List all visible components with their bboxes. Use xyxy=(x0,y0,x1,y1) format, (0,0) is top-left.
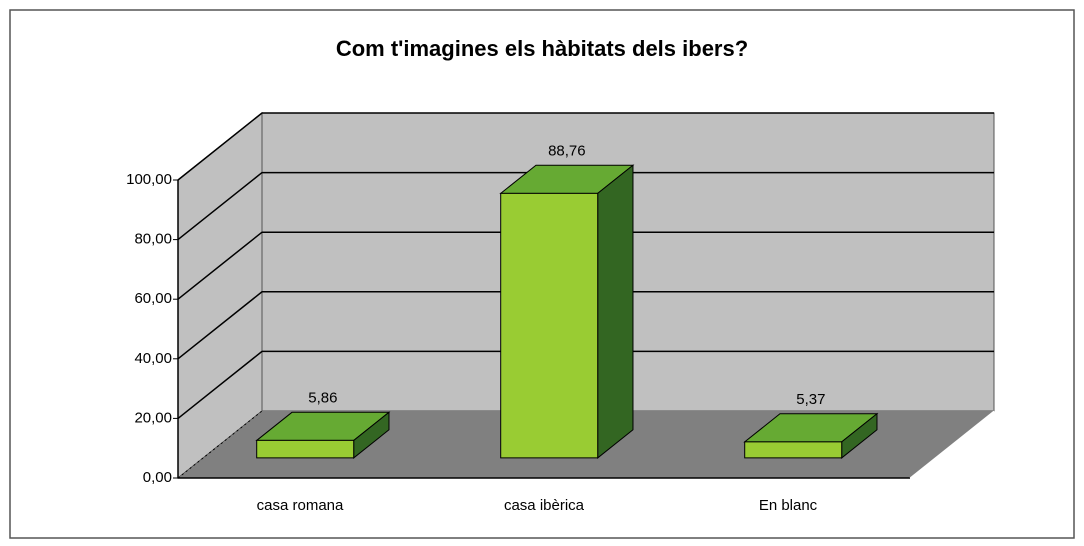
y-tick-label: 80,00 xyxy=(134,231,172,248)
grid-line xyxy=(177,231,994,300)
grid-line xyxy=(177,171,994,241)
bar xyxy=(255,411,391,459)
bar xyxy=(743,412,879,459)
bar-front xyxy=(500,192,599,459)
x-tick-label: En blanc xyxy=(759,497,818,514)
y-tick-label: 100,00 xyxy=(126,171,172,188)
grid-line xyxy=(177,291,994,360)
y-tick-label: 20,00 xyxy=(134,409,172,426)
y-tick-label: 60,00 xyxy=(134,290,172,307)
y-tick-label: 0,00 xyxy=(143,469,172,486)
grid-line xyxy=(177,350,994,419)
value-label: 88,76 xyxy=(548,142,586,159)
floor-right-edge xyxy=(909,410,995,479)
x-tick-label: casa romana xyxy=(257,497,344,514)
bar-front xyxy=(256,439,355,459)
y-tick-label: 40,00 xyxy=(134,350,172,367)
bar-side xyxy=(597,164,634,459)
x-tick-label: casa ibèrica xyxy=(504,497,585,514)
bar-front xyxy=(744,441,843,459)
grid-line xyxy=(177,112,994,181)
value-label: 5,37 xyxy=(796,391,825,408)
value-label: 5,86 xyxy=(308,389,337,406)
bar xyxy=(499,164,635,459)
chart-title: Com t'imagines els hàbitats dels ibers? xyxy=(336,36,748,61)
